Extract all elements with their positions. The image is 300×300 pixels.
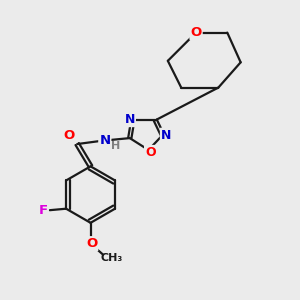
Text: N: N [124, 113, 135, 126]
Text: O: O [190, 26, 202, 39]
Text: O: O [145, 146, 156, 159]
Text: N: N [99, 134, 110, 147]
Text: F: F [39, 204, 48, 217]
Text: H: H [111, 141, 120, 152]
Text: CH₃: CH₃ [101, 253, 123, 263]
Text: O: O [86, 237, 98, 250]
Text: O: O [63, 129, 74, 142]
Text: N: N [161, 129, 171, 142]
